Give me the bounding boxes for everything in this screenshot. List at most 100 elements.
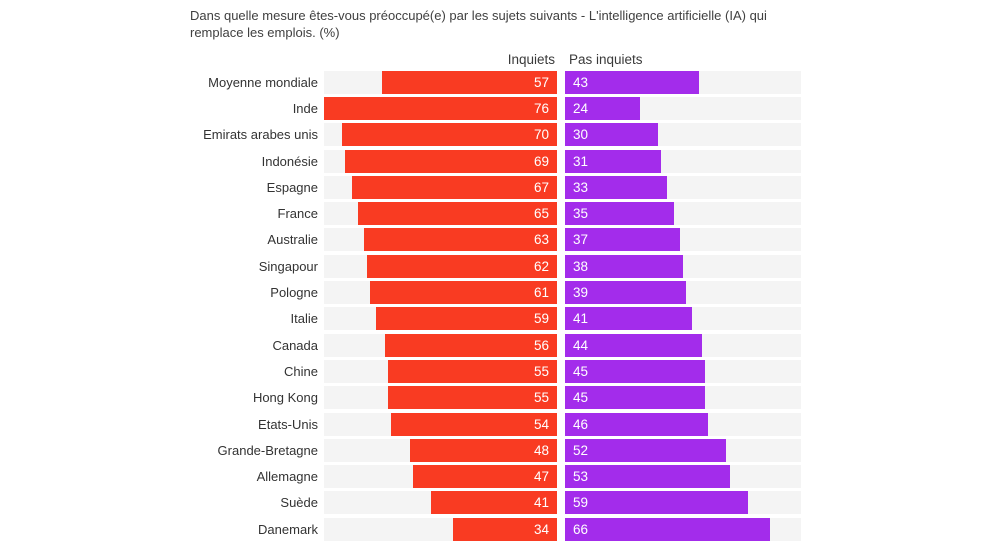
chart-row: Canada 56 44 xyxy=(6,332,812,358)
chart-row: Grande-Bretagne 48 52 xyxy=(6,437,812,463)
not-worried-value: 44 xyxy=(573,337,589,353)
not-worried-track: 43 xyxy=(565,70,801,94)
not-worried-value: 31 xyxy=(573,153,589,169)
diverging-bar-chart: Inquiets Pas inquiets Moyenne mondiale 5… xyxy=(6,50,812,542)
not-worried-track: 45 xyxy=(565,386,801,410)
legend: Inquiets Pas inquiets xyxy=(6,50,812,68)
worried-value: 65 xyxy=(533,206,549,222)
category-label: Allemagne xyxy=(256,469,318,485)
worried-bar: 55 xyxy=(388,386,557,410)
chart-row: Espagne 67 33 xyxy=(6,174,812,200)
not-worried-track: 59 xyxy=(565,491,801,515)
worried-value: 41 xyxy=(533,495,549,511)
not-worried-value: 53 xyxy=(573,469,589,485)
worried-track: 69 xyxy=(324,149,557,173)
not-worried-bar: 38 xyxy=(565,254,683,278)
worried-track: 54 xyxy=(324,412,557,436)
not-worried-value: 43 xyxy=(573,74,589,90)
worried-value: 67 xyxy=(533,179,549,195)
not-worried-bar: 66 xyxy=(565,517,770,541)
not-worried-track: 46 xyxy=(565,412,801,436)
chart-row: Danemark 34 66 xyxy=(6,516,812,542)
chart-row: Pologne 61 39 xyxy=(6,279,812,305)
not-worried-bar: 45 xyxy=(565,359,705,383)
not-worried-track: 39 xyxy=(565,281,801,305)
category-label: France xyxy=(277,206,318,222)
not-worried-bar: 44 xyxy=(565,333,702,357)
not-worried-value: 59 xyxy=(573,495,589,511)
category-label: Etats-Unis xyxy=(258,416,318,432)
chart-row: Hong Kong 55 45 xyxy=(6,385,812,411)
not-worried-value: 52 xyxy=(573,442,589,458)
not-worried-track: 44 xyxy=(565,333,801,357)
chart-row: Suède 41 59 xyxy=(6,490,812,516)
not-worried-track: 53 xyxy=(565,465,801,489)
worried-bar: 54 xyxy=(391,412,557,436)
chart-row: Allemagne 47 53 xyxy=(6,463,812,489)
worried-bar: 47 xyxy=(412,465,557,489)
worried-bar: 48 xyxy=(409,438,557,462)
worried-track: 67 xyxy=(324,175,557,199)
worried-value: 55 xyxy=(533,390,549,406)
chart-rows: Moyenne mondiale 57 43 Inde 76 24 Emirat… xyxy=(6,69,812,542)
worried-value: 76 xyxy=(533,100,549,116)
worried-track: 65 xyxy=(324,202,557,226)
not-worried-track: 30 xyxy=(565,123,801,147)
chart-row: Moyenne mondiale 57 43 xyxy=(6,69,812,95)
category-label: Danemark xyxy=(258,521,318,537)
worried-track: 63 xyxy=(324,228,557,252)
not-worried-value: 45 xyxy=(573,390,589,406)
not-worried-bar: 35 xyxy=(565,202,674,226)
not-worried-bar: 39 xyxy=(565,281,687,305)
category-label: Inde xyxy=(292,100,318,116)
not-worried-bar: 52 xyxy=(565,438,727,462)
category-label: Pologne xyxy=(270,285,318,301)
worried-track: 62 xyxy=(324,254,557,278)
worried-value: 57 xyxy=(533,74,549,90)
not-worried-bar: 37 xyxy=(565,228,680,252)
worried-bar: 34 xyxy=(452,517,557,541)
not-worried-track: 45 xyxy=(565,359,801,383)
not-worried-value: 39 xyxy=(573,285,589,301)
worried-value: 56 xyxy=(533,337,549,353)
category-label: Australie xyxy=(267,232,318,248)
not-worried-value: 41 xyxy=(573,311,589,327)
worried-value: 61 xyxy=(533,285,549,301)
worried-value: 59 xyxy=(533,311,549,327)
not-worried-bar: 33 xyxy=(565,175,668,199)
not-worried-bar: 59 xyxy=(565,491,749,515)
worried-track: 48 xyxy=(324,438,557,462)
chart-title-line-2: remplace les emplois. (%) xyxy=(190,25,340,40)
worried-track: 70 xyxy=(324,123,557,147)
not-worried-value: 45 xyxy=(573,363,589,379)
category-label: Chine xyxy=(284,363,318,379)
not-worried-track: 41 xyxy=(565,307,801,331)
worried-track: 34 xyxy=(324,517,557,541)
not-worried-value: 30 xyxy=(573,127,589,143)
category-label: Singapour xyxy=(258,258,318,274)
chart-title: Dans quelle mesure êtes-vous préoccupé(e… xyxy=(190,7,767,41)
worried-track: 56 xyxy=(324,333,557,357)
worried-track: 57 xyxy=(324,70,557,94)
not-worried-track: 35 xyxy=(565,202,801,226)
not-worried-track: 31 xyxy=(565,149,801,173)
worried-value: 47 xyxy=(533,469,549,485)
worried-bar: 56 xyxy=(385,333,557,357)
worried-bar: 67 xyxy=(351,175,557,199)
not-worried-value: 66 xyxy=(573,521,589,537)
category-label: Emirats arabes unis xyxy=(203,127,318,143)
chart-row: Singapour 62 38 xyxy=(6,253,812,279)
not-worried-value: 24 xyxy=(573,100,589,116)
worried-bar: 69 xyxy=(345,149,557,173)
worried-bar: 63 xyxy=(363,228,557,252)
worried-value: 62 xyxy=(533,258,549,274)
worried-bar: 76 xyxy=(324,96,557,120)
chart-title-line-1: Dans quelle mesure êtes-vous préoccupé(e… xyxy=(190,8,767,23)
worried-track: 41 xyxy=(324,491,557,515)
chart-row: Chine 55 45 xyxy=(6,358,812,384)
not-worried-value: 35 xyxy=(573,206,589,222)
worried-bar: 62 xyxy=(366,254,557,278)
not-worried-track: 24 xyxy=(565,96,801,120)
category-label: Moyenne mondiale xyxy=(208,74,318,90)
